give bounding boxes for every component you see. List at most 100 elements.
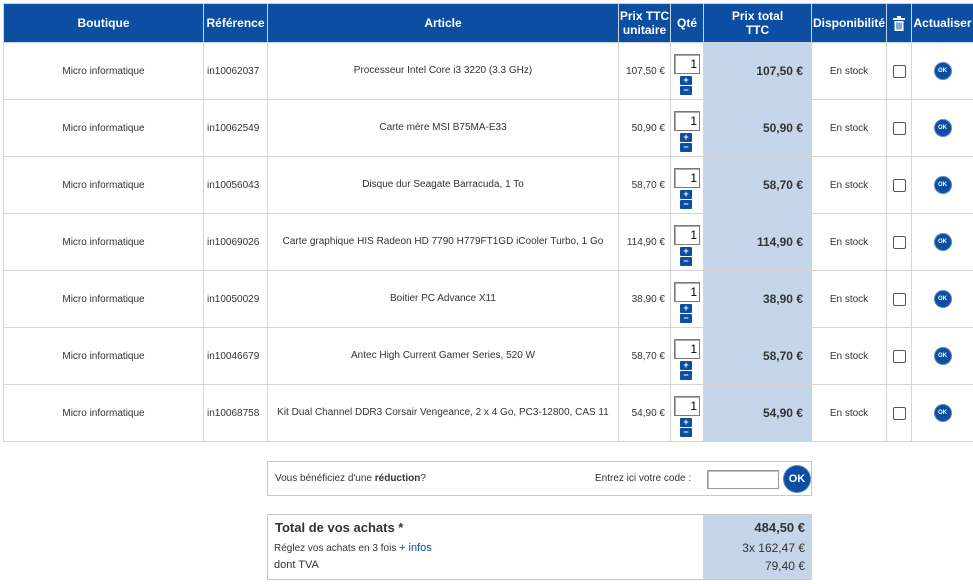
refresh-ok-button[interactable]: OK bbox=[934, 120, 951, 136]
quantity-input[interactable]: 1 bbox=[674, 168, 700, 188]
cell-total-price: 58,70 € bbox=[703, 327, 812, 385]
delete-checkbox[interactable] bbox=[892, 178, 906, 192]
tva-label: dont TVA bbox=[274, 559, 319, 571]
cell-delete bbox=[886, 384, 912, 442]
installments-text: Réglez vos achats en 3 fois bbox=[274, 543, 397, 554]
promo-text-after: ? bbox=[420, 473, 426, 484]
cell-total-price: 58,70 € bbox=[703, 156, 812, 214]
cart-row: Micro informatique in10068758 Kit Dual Cha… bbox=[3, 384, 973, 442]
cell-reference: in10062549 bbox=[203, 99, 268, 157]
quantity-minus-button[interactable]: − bbox=[680, 86, 692, 95]
cell-refresh: OK bbox=[911, 99, 973, 157]
cell-unit-price: 38,90 € bbox=[618, 270, 671, 328]
delete-checkbox[interactable] bbox=[892, 406, 906, 420]
cell-delete bbox=[886, 327, 912, 385]
cell-delete bbox=[886, 156, 912, 214]
cell-reference: in10056043 bbox=[203, 156, 268, 214]
quantity-plus-button[interactable]: + bbox=[680, 418, 692, 427]
cell-boutique: Micro informatique bbox=[3, 327, 204, 385]
installments-label: Réglez vos achats en 3 fois + infos bbox=[274, 542, 432, 554]
cell-quantity: 1 + − bbox=[670, 213, 704, 271]
quantity-input[interactable]: 1 bbox=[674, 282, 700, 302]
quantity-plus-button[interactable]: + bbox=[680, 190, 692, 199]
cell-availability: En stock bbox=[811, 270, 887, 328]
header-article: Article bbox=[267, 3, 619, 43]
cell-total-price: 107,50 € bbox=[703, 42, 812, 100]
cell-unit-price: 107,50 € bbox=[618, 42, 671, 100]
totals-value-column bbox=[703, 515, 812, 579]
cell-reference: in10069026 bbox=[203, 213, 268, 271]
quantity-plus-button[interactable]: + bbox=[680, 304, 692, 313]
cart-table: Boutique Référence Article Prix TTC unita… bbox=[3, 3, 973, 442]
refresh-ok-button[interactable]: OK bbox=[934, 177, 951, 193]
promo-text-before: Vous bénéficiez d'une bbox=[275, 473, 375, 484]
cell-unit-price: 58,70 € bbox=[618, 156, 671, 214]
delete-checkbox[interactable] bbox=[892, 292, 906, 306]
cell-availability: En stock bbox=[811, 384, 887, 442]
header-unit-price: Prix TTC unitaire bbox=[618, 3, 671, 43]
quantity-plus-button[interactable]: + bbox=[680, 361, 692, 370]
refresh-ok-button[interactable]: OK bbox=[934, 291, 951, 307]
quantity-plus-button[interactable]: + bbox=[680, 76, 692, 85]
quantity-input[interactable]: 1 bbox=[674, 111, 700, 131]
cell-boutique: Micro informatique bbox=[3, 384, 204, 442]
quantity-input[interactable]: 1 bbox=[674, 225, 700, 245]
quantity-minus-button[interactable]: − bbox=[680, 428, 692, 437]
header-unit-price-line2: unitaire bbox=[622, 23, 667, 37]
promo-code-input[interactable] bbox=[707, 470, 779, 489]
promo-text-bold: réduction bbox=[374, 473, 421, 484]
cell-refresh: OK bbox=[911, 270, 973, 328]
refresh-ok-button[interactable]: OK bbox=[934, 234, 951, 250]
delete-checkbox[interactable] bbox=[892, 235, 906, 249]
cart-row: Micro informatique in10046679 Antec High C… bbox=[3, 327, 973, 385]
header-total-line1: Prix total bbox=[731, 9, 784, 23]
quantity-plus-button[interactable]: + bbox=[680, 133, 692, 142]
cell-availability: En stock bbox=[811, 42, 887, 100]
quantity-plus-button[interactable]: + bbox=[680, 247, 692, 256]
cell-delete bbox=[886, 42, 912, 100]
quantity-input[interactable]: 1 bbox=[674, 396, 700, 416]
delete-checkbox[interactable] bbox=[892, 64, 906, 78]
cell-boutique: Micro informatique bbox=[3, 213, 204, 271]
cell-quantity: 1 + − bbox=[670, 270, 704, 328]
cell-quantity: 1 + − bbox=[670, 156, 704, 214]
header-delete bbox=[886, 3, 912, 43]
promo-code-label: Entrez ici votre code : bbox=[595, 473, 692, 484]
cell-boutique: Micro informatique bbox=[3, 42, 204, 100]
quantity-minus-button[interactable]: − bbox=[680, 200, 692, 209]
installments-info-link[interactable]: + infos bbox=[399, 542, 432, 554]
delete-checkbox[interactable] bbox=[892, 121, 906, 135]
quantity-input[interactable]: 1 bbox=[674, 54, 700, 74]
cell-reference: in10062037 bbox=[203, 42, 268, 100]
cell-article: Disque dur Seagate Barracuda, 1 To bbox=[267, 156, 619, 214]
refresh-ok-button[interactable]: OK bbox=[934, 405, 951, 421]
cell-availability: En stock bbox=[811, 99, 887, 157]
cart-row: Micro informatique in10062037 Processeur I… bbox=[3, 42, 973, 100]
cell-article: Carte graphique HIS Radeon HD 7790 H779F… bbox=[267, 213, 619, 271]
cell-availability: En stock bbox=[811, 327, 887, 385]
cell-delete bbox=[886, 99, 912, 157]
header-unit-price-line1: Prix TTC bbox=[619, 9, 670, 23]
refresh-ok-button[interactable]: OK bbox=[934, 348, 951, 364]
cell-quantity: 1 + − bbox=[670, 42, 704, 100]
cell-unit-price: 58,70 € bbox=[618, 327, 671, 385]
cart-header-row: Boutique Référence Article Prix TTC unita… bbox=[3, 3, 973, 43]
cell-refresh: OK bbox=[911, 213, 973, 271]
cell-quantity: 1 + − bbox=[670, 99, 704, 157]
cell-availability: En stock bbox=[811, 156, 887, 214]
tva-value: 79,40 € bbox=[764, 559, 805, 573]
promo-code-box: Vous bénéficiez d'une réduction? Entrez … bbox=[267, 461, 812, 496]
refresh-ok-button[interactable]: OK bbox=[934, 63, 951, 79]
cell-article: Processeur Intel Core i3 3220 (3.3 GHz) bbox=[267, 42, 619, 100]
order-totals-box: Total de vos achats * Réglez vos achats … bbox=[267, 514, 812, 580]
quantity-minus-button[interactable]: − bbox=[680, 371, 692, 380]
quantity-minus-button[interactable]: − bbox=[680, 143, 692, 152]
cell-delete bbox=[886, 270, 912, 328]
cell-unit-price: 114,90 € bbox=[618, 213, 671, 271]
quantity-minus-button[interactable]: − bbox=[680, 257, 692, 266]
quantity-minus-button[interactable]: − bbox=[680, 314, 692, 323]
promo-ok-button[interactable]: OK bbox=[784, 466, 810, 492]
delete-checkbox[interactable] bbox=[892, 349, 906, 363]
quantity-input[interactable]: 1 bbox=[674, 339, 700, 359]
cell-article: Kit Dual Channel DDR3 Corsair Vengeance,… bbox=[267, 384, 619, 442]
